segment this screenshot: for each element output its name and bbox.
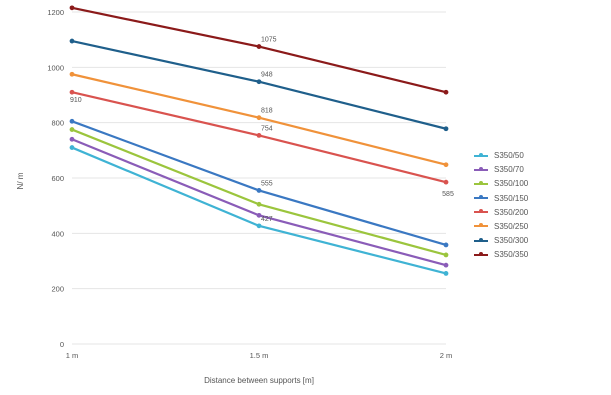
legend-label: S350/200 (494, 207, 529, 217)
data-point (69, 89, 75, 95)
legend-item: S350/150 (474, 193, 528, 204)
legend-item: S350/300 (474, 235, 528, 246)
y-tick-label: 200 (51, 285, 64, 294)
data-point (443, 162, 449, 168)
data-label: 427 (261, 216, 273, 223)
data-point (443, 179, 449, 185)
data-label: 818 (261, 108, 273, 115)
data-label: 1075 (261, 37, 277, 44)
legend-item: S350/50 (474, 150, 528, 161)
series-line (71, 146, 447, 275)
data-point (256, 212, 262, 218)
legend-label: S350/150 (494, 193, 529, 203)
data-point (69, 145, 75, 150)
y-tick-label: 400 (51, 229, 64, 238)
legend-label: S350/300 (494, 236, 529, 246)
legend-label: S350/70 (494, 165, 524, 175)
legend-swatch (474, 152, 488, 157)
grid-lines (72, 11, 446, 345)
legend-swatch (474, 237, 488, 242)
legend-swatch (474, 251, 488, 256)
data-point (69, 136, 75, 142)
y-tick-label: 800 (51, 119, 64, 128)
data-point (69, 38, 75, 44)
data-point (256, 44, 262, 49)
y-axis-title: N/ m (16, 172, 25, 189)
y-tick-label: 600 (51, 174, 64, 183)
legend-swatch (474, 223, 488, 228)
data-point (256, 201, 262, 207)
legend-item: S350/200 (474, 207, 528, 218)
data-label: 555 (261, 180, 273, 187)
y-tick-label: 0 (60, 340, 64, 349)
data-point (256, 115, 262, 121)
legend-item: S350/100 (474, 178, 528, 189)
data-point (256, 79, 262, 85)
legend-item: S350/250 (474, 221, 528, 232)
legend-label: S350/50 (494, 151, 524, 160)
x-axis-title: Distance between supports [m] (204, 376, 314, 385)
data-point (443, 271, 449, 276)
data-point (443, 252, 449, 258)
data-point (256, 188, 262, 193)
data-label: 948 (261, 72, 273, 79)
legend-swatch (474, 180, 488, 185)
x-tick-label: 1 m (66, 351, 79, 360)
legend-label: S350/350 (494, 250, 529, 260)
data-point (69, 5, 75, 11)
data-label: 754 (261, 125, 273, 132)
data-label: 910 (70, 97, 82, 104)
legend-item: S350/70 (474, 164, 528, 175)
legend-swatch (474, 209, 488, 214)
data-point (256, 223, 262, 229)
x-tick-label: 2 m (440, 351, 453, 360)
x-tick-label: 1.5 m (250, 351, 269, 360)
data-point (69, 71, 75, 77)
y-tick-label: 1000 (47, 63, 64, 72)
legend-swatch (474, 195, 488, 200)
data-labels: 427 555 910 754 585 818 948 1075 (70, 37, 454, 223)
legend-label: S350/250 (494, 221, 529, 231)
legend-swatch (474, 166, 488, 171)
chart-legend: S350/50 S350/70 S350/100 S350/150 S350/200 S3… (474, 150, 528, 264)
data-label: 585 (442, 191, 454, 198)
data-point (443, 126, 449, 132)
data-point (69, 127, 75, 132)
legend-item: S350/350 (474, 249, 528, 260)
data-point (69, 118, 75, 124)
data-point (443, 262, 449, 268)
legend-label: S350/100 (494, 179, 529, 189)
data-point (443, 89, 449, 95)
data-point (443, 242, 449, 248)
data-point (256, 132, 262, 138)
series-lines (69, 5, 449, 276)
y-tick-label: 1200 (47, 8, 64, 17)
axes: 0 200 400 600 800 1000 1200 1 m 1.5 m 2 m (47, 8, 452, 360)
